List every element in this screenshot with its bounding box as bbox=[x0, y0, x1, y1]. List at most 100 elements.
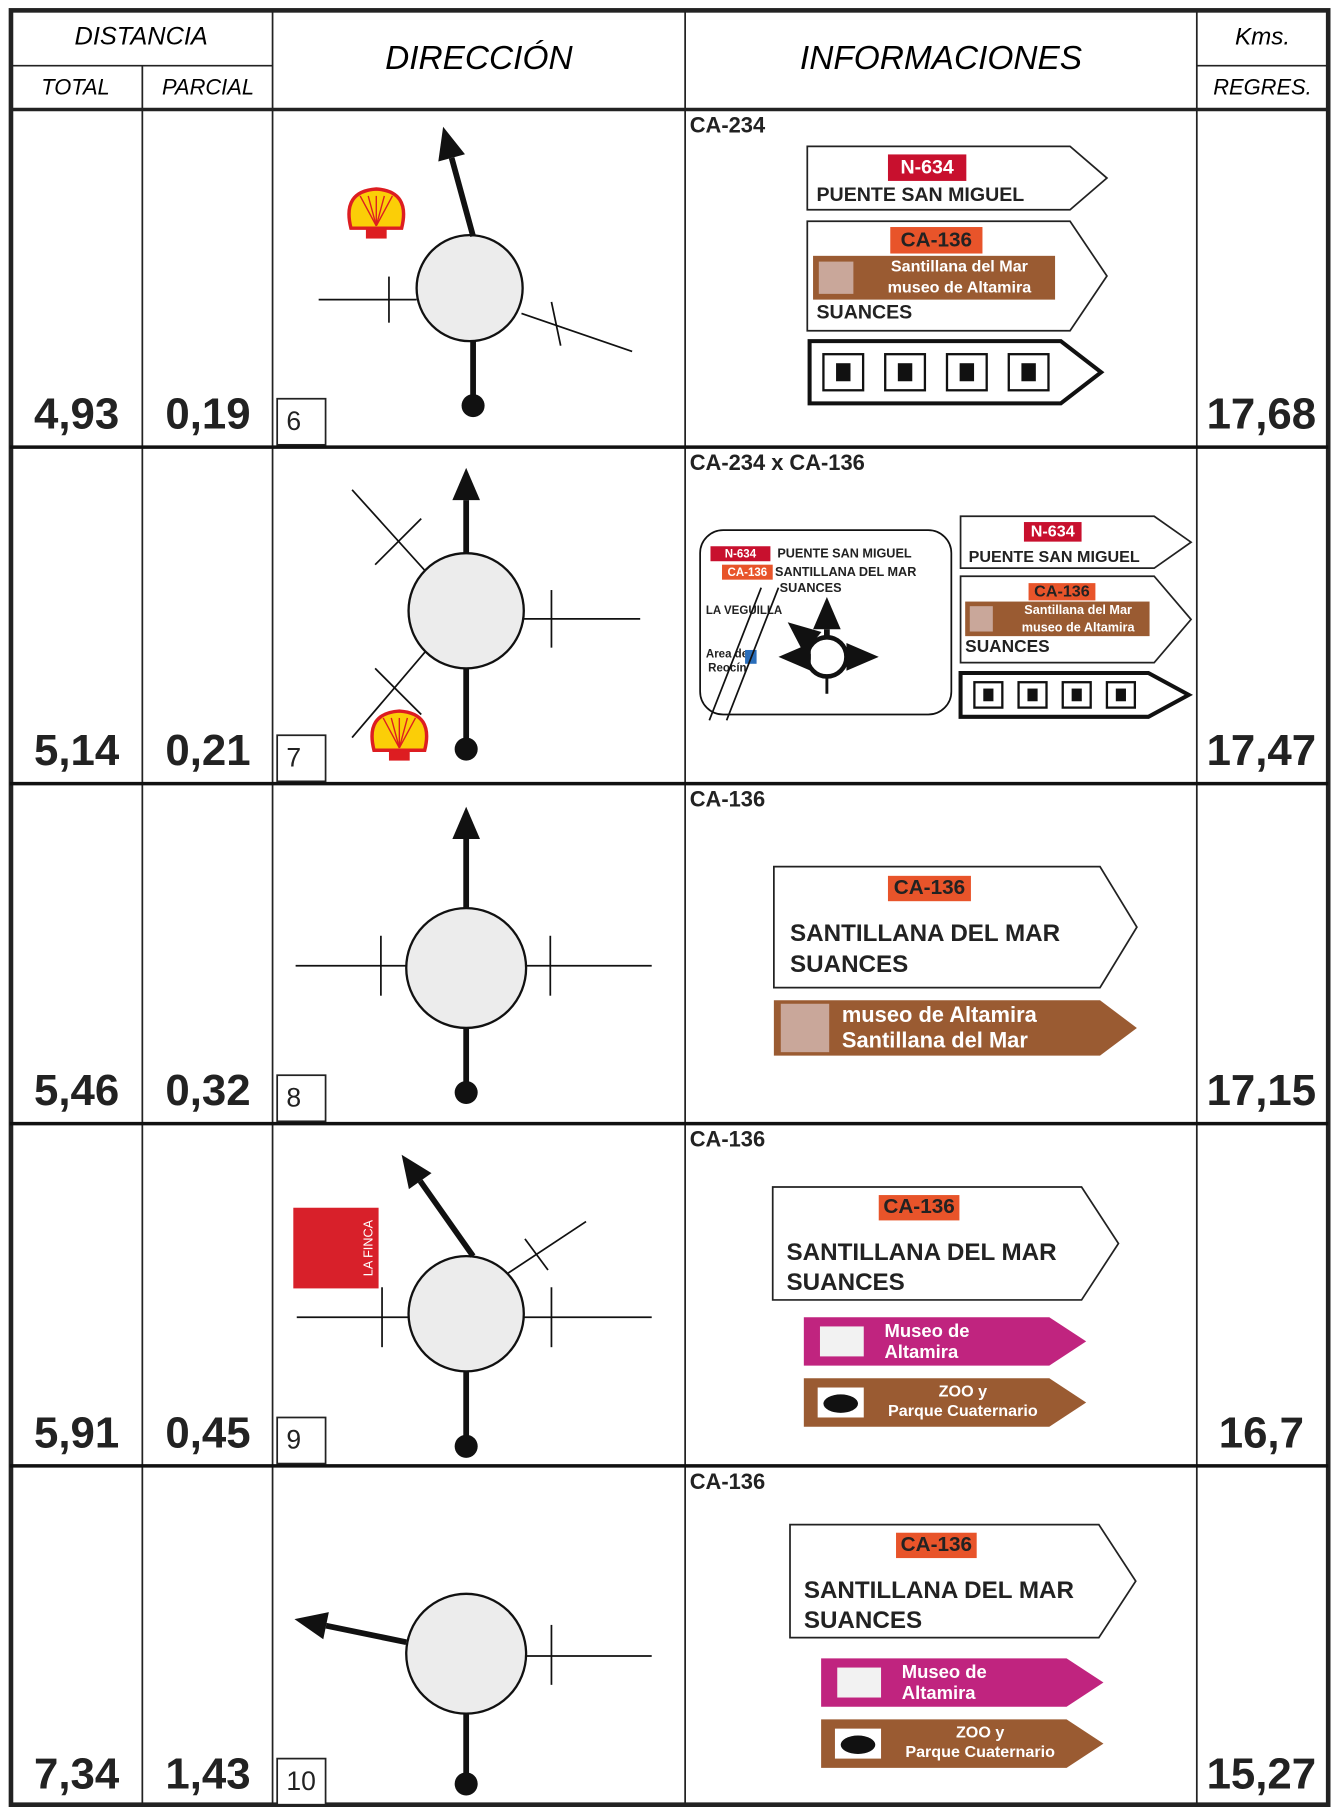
sign-text: PUENTE SAN MIGUEL bbox=[969, 548, 1140, 566]
logo-text: LA FINCA bbox=[362, 1219, 376, 1276]
sign-text: museo de Altamira bbox=[842, 1002, 1038, 1027]
origin-dot bbox=[455, 1081, 478, 1104]
number-box bbox=[277, 399, 325, 445]
km-remaining: 15,27 bbox=[1207, 1750, 1317, 1799]
road bbox=[525, 1239, 548, 1270]
sign-text: SUANCES bbox=[790, 951, 908, 978]
sign-text: Museo de bbox=[885, 1320, 970, 1341]
distance-partial: 0,19 bbox=[165, 390, 250, 439]
sign-text: museo de Altamira bbox=[1022, 620, 1136, 634]
service-glyph bbox=[898, 363, 912, 381]
sign-text: CA-136 bbox=[894, 876, 965, 899]
sign-text: Parque Cuaternario bbox=[905, 1743, 1055, 1761]
km-remaining: 17,68 bbox=[1207, 390, 1317, 439]
sign-text: Museo de bbox=[902, 1661, 987, 1682]
distance-partial: 1,43 bbox=[165, 1750, 250, 1799]
header: PARCIAL bbox=[162, 75, 254, 100]
roundabout bbox=[406, 1594, 526, 1714]
service-glyph bbox=[1027, 689, 1037, 702]
distance-total: 5,91 bbox=[34, 1408, 119, 1457]
bison bbox=[841, 1736, 876, 1754]
road bbox=[326, 1626, 406, 1643]
origin-dot bbox=[455, 738, 478, 761]
arrow-head bbox=[452, 468, 480, 500]
road bbox=[452, 158, 473, 236]
step-number: 6 bbox=[286, 406, 301, 436]
sign-text: ZOO y bbox=[939, 1382, 987, 1400]
picture bbox=[820, 1326, 864, 1356]
origin-dot bbox=[455, 1435, 478, 1458]
service-glyph bbox=[1116, 689, 1126, 702]
road-name: CA-234 bbox=[690, 113, 766, 138]
sign-text: CA-136 bbox=[728, 567, 768, 579]
road-name: CA-136 bbox=[690, 1127, 765, 1152]
sign-text: PUENTE SAN MIGUEL bbox=[777, 547, 912, 561]
sign-text: Altamira bbox=[902, 1682, 976, 1703]
sign-text: Area de bbox=[706, 649, 749, 661]
sign-text: Parque Cuaternario bbox=[888, 1402, 1038, 1420]
step-number: 7 bbox=[286, 742, 301, 772]
distance-partial: 0,45 bbox=[165, 1408, 250, 1457]
road bbox=[352, 490, 426, 572]
picture bbox=[970, 606, 993, 631]
step-number: 10 bbox=[286, 1766, 315, 1796]
road bbox=[521, 313, 632, 351]
road bbox=[420, 1181, 473, 1256]
roundabout bbox=[409, 1256, 524, 1371]
distance-total: 5,14 bbox=[34, 726, 120, 775]
sign-text: N-634 bbox=[725, 548, 757, 560]
arrow-head bbox=[452, 807, 480, 839]
arrow-head bbox=[294, 1612, 328, 1639]
header: DISTANCIA bbox=[75, 23, 208, 51]
step-number: 9 bbox=[286, 1425, 301, 1455]
frame bbox=[11, 10, 1328, 1804]
arrow-head bbox=[438, 127, 465, 162]
sign-text: SUANCES bbox=[780, 581, 842, 595]
sign-text: SUANCES bbox=[817, 302, 913, 324]
picture bbox=[819, 262, 854, 294]
service-glyph bbox=[836, 363, 850, 381]
distance-total: 5,46 bbox=[34, 1066, 119, 1115]
km-remaining: 17,47 bbox=[1207, 726, 1317, 775]
km-remaining: 16,7 bbox=[1219, 1408, 1304, 1457]
sign-text: Altamira bbox=[885, 1341, 959, 1362]
road-name: CA-136 bbox=[690, 787, 765, 812]
sign-text: SANTILLANA DEL MAR bbox=[775, 565, 916, 579]
distance-total: 4,93 bbox=[34, 390, 119, 439]
service-glyph bbox=[960, 363, 974, 381]
sign-text: SANTILLANA DEL MAR bbox=[790, 920, 1060, 947]
distance-partial: 0,21 bbox=[165, 726, 250, 775]
road-name: CA-136 bbox=[690, 1469, 765, 1494]
number-box bbox=[277, 1075, 325, 1121]
number-box bbox=[277, 1417, 325, 1463]
step-number: 8 bbox=[286, 1082, 301, 1112]
sign-text: Santillana del Mar bbox=[842, 1028, 1028, 1053]
sign-text: SANTILLANA DEL MAR bbox=[804, 1577, 1074, 1604]
distance-total: 7,34 bbox=[34, 1750, 120, 1799]
road bbox=[508, 1222, 586, 1274]
sign-text: SUANCES bbox=[787, 1269, 905, 1296]
sign-text: CA-136 bbox=[901, 228, 972, 251]
sign-text: museo de Altamira bbox=[888, 278, 1033, 296]
origin-dot bbox=[462, 394, 485, 417]
origin-dot bbox=[455, 1772, 478, 1795]
roundabout bbox=[409, 553, 524, 668]
picture bbox=[781, 1004, 829, 1052]
service-glyph bbox=[983, 689, 993, 702]
sign-text: CA-136 bbox=[883, 1195, 954, 1218]
service-glyph bbox=[1021, 363, 1035, 381]
sign-text: ZOO y bbox=[956, 1724, 1004, 1742]
header: Kms. bbox=[1235, 23, 1290, 50]
sign-text: SUANCES bbox=[804, 1607, 922, 1634]
service-glyph bbox=[1072, 689, 1082, 702]
number-box bbox=[277, 735, 325, 781]
arrow-head bbox=[402, 1155, 432, 1189]
sign-text: SANTILLANA DEL MAR bbox=[787, 1239, 1057, 1266]
sign-text: N-634 bbox=[1031, 523, 1075, 541]
sign-text: Santillana del Mar bbox=[1024, 603, 1132, 617]
header: REGRES. bbox=[1213, 75, 1311, 100]
roundabout bbox=[417, 235, 523, 341]
shell-base bbox=[366, 228, 387, 238]
